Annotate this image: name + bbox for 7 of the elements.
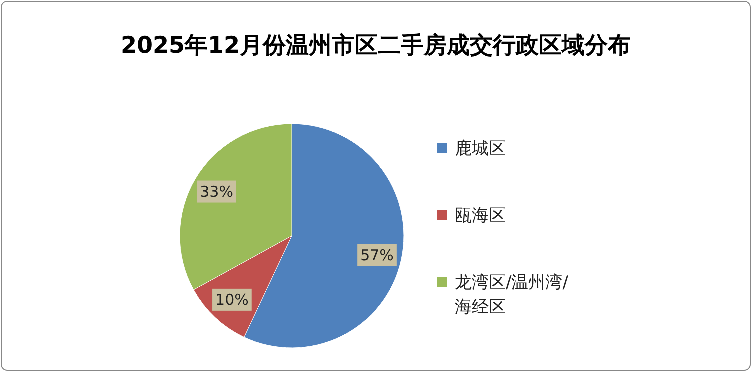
legend-label: 龙湾区/温州湾/海经区	[455, 272, 569, 318]
legend-label: 鹿城区	[455, 138, 506, 159]
chart-title: 2025年12月份温州市区二手房成交行政区域分布	[120, 32, 632, 59]
data-label: 57%	[360, 246, 394, 264]
data-label: 10%	[216, 290, 249, 309]
data-label: 33%	[200, 182, 234, 201]
legend-label: 瓯海区	[455, 206, 506, 226]
